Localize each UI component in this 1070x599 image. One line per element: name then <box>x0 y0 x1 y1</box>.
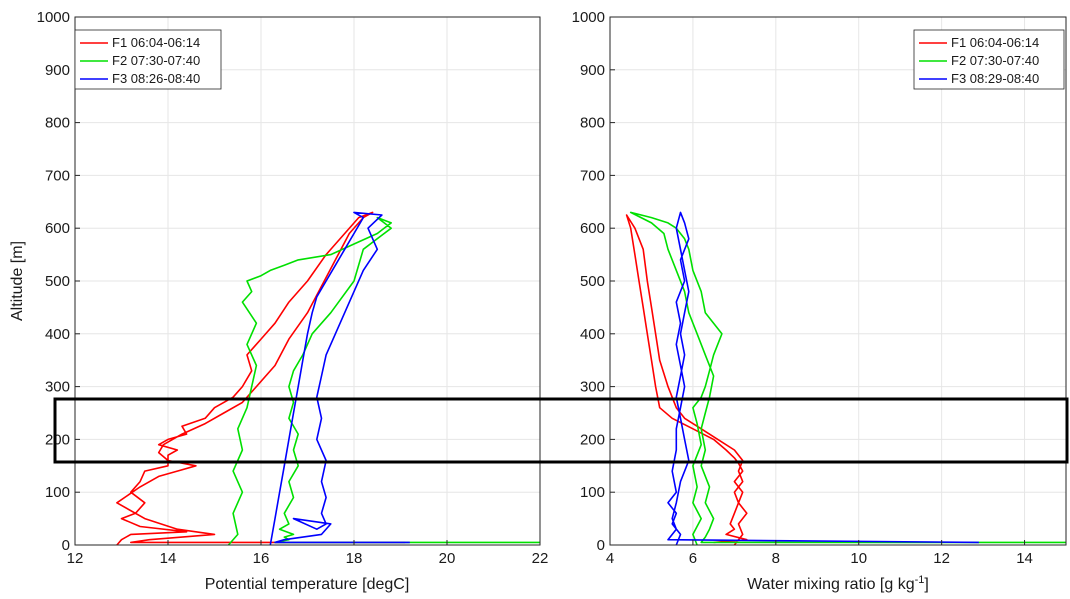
y-tick-label: 900 <box>580 62 605 79</box>
right-legend-label-f2: F2 07:30-07:40 <box>951 53 1039 68</box>
y-tick-label: 800 <box>45 115 70 132</box>
y-tick-label: 100 <box>580 484 605 501</box>
left-series-group <box>116 211 540 546</box>
left-y-axis-label: Altitude [m] <box>9 241 26 321</box>
y-tick-label: 1000 <box>572 9 605 26</box>
right-legend-label-f3: F3 08:29-08:40 <box>951 71 1039 86</box>
x-tick-label: 18 <box>346 550 363 567</box>
left-legend: F1 06:04-06:14 F2 07:30-07:40 F3 08:26-0… <box>74 29 222 90</box>
y-tick-label: 600 <box>580 220 605 237</box>
y-tick-label: 400 <box>580 326 605 343</box>
y-tick-label: 0 <box>62 537 70 554</box>
x-tick-label: 4 <box>606 550 614 567</box>
y-tick-label: 800 <box>580 115 605 132</box>
highlight-layer-box <box>53 397 1069 464</box>
y-tick-label: 200 <box>45 431 70 448</box>
y-tick-label: 1000 <box>37 9 70 26</box>
y-tick-label: 400 <box>45 326 70 343</box>
series-line-f3 <box>269 211 410 546</box>
x-tick-label: 14 <box>1016 550 1033 567</box>
x-tick-label: 14 <box>160 550 177 567</box>
x-tick-label: 8 <box>772 550 780 567</box>
series-line-f3 <box>667 211 979 546</box>
left-legend-label-f3: F3 08:26-08:40 <box>112 71 200 86</box>
x-tick-label: 6 <box>689 550 697 567</box>
right-x-axis-label-main: Water mixing ratio [g kg <box>747 576 914 593</box>
y-tick-label: 500 <box>45 273 70 290</box>
right-x-axis-label-sup: -1 <box>915 574 925 586</box>
right-ticks: 4 6 8 10 12 14 0 100 200 300 400 500 600 700 800 900 100… <box>572 9 1033 567</box>
series-line-f1 <box>625 214 748 546</box>
left-panel: 12 14 16 18 20 22 0 100 200 300 400 500 600 700 800 900… <box>9 9 548 593</box>
y-tick-label: 900 <box>45 62 70 79</box>
x-tick-label: 12 <box>933 550 950 567</box>
y-tick-label: 200 <box>580 431 605 448</box>
left-legend-label-f1: F1 06:04-06:14 <box>112 35 200 50</box>
x-tick-label: 16 <box>253 550 270 567</box>
x-tick-label: 12 <box>67 550 84 567</box>
left-legend-label-f2: F2 07:30-07:40 <box>112 53 200 68</box>
right-x-axis-label-end: ] <box>924 576 928 593</box>
x-tick-label: 22 <box>532 550 549 567</box>
x-tick-label: 10 <box>850 550 867 567</box>
y-tick-label: 600 <box>45 220 70 237</box>
x-tick-label: 20 <box>439 550 456 567</box>
y-tick-label: 0 <box>597 537 605 554</box>
series-line-f2 <box>227 216 540 546</box>
series-line-f1 <box>116 211 406 546</box>
right-x-axis-label: Water mixing ratio [g kg-1] <box>747 574 929 593</box>
right-legend-label-f1: F1 06:04-06:14 <box>951 35 1039 50</box>
y-tick-label: 100 <box>45 484 70 501</box>
y-tick-label: 500 <box>580 273 605 290</box>
right-panel: 4 6 8 10 12 14 0 100 200 300 400 500 600 700 800 900 100… <box>572 9 1067 593</box>
y-tick-label: 300 <box>45 379 70 396</box>
y-tick-label: 300 <box>580 379 605 396</box>
y-tick-label: 700 <box>45 167 70 184</box>
left-x-axis-label: Potential temperature [degC] <box>205 576 410 593</box>
right-legend: F1 06:04-06:14 F2 07:30-07:40 F3 08:29-0… <box>913 29 1065 90</box>
left-ticks: 12 14 16 18 20 22 0 100 200 300 400 500 600 700 800 900… <box>37 9 549 567</box>
y-tick-label: 700 <box>580 167 605 184</box>
